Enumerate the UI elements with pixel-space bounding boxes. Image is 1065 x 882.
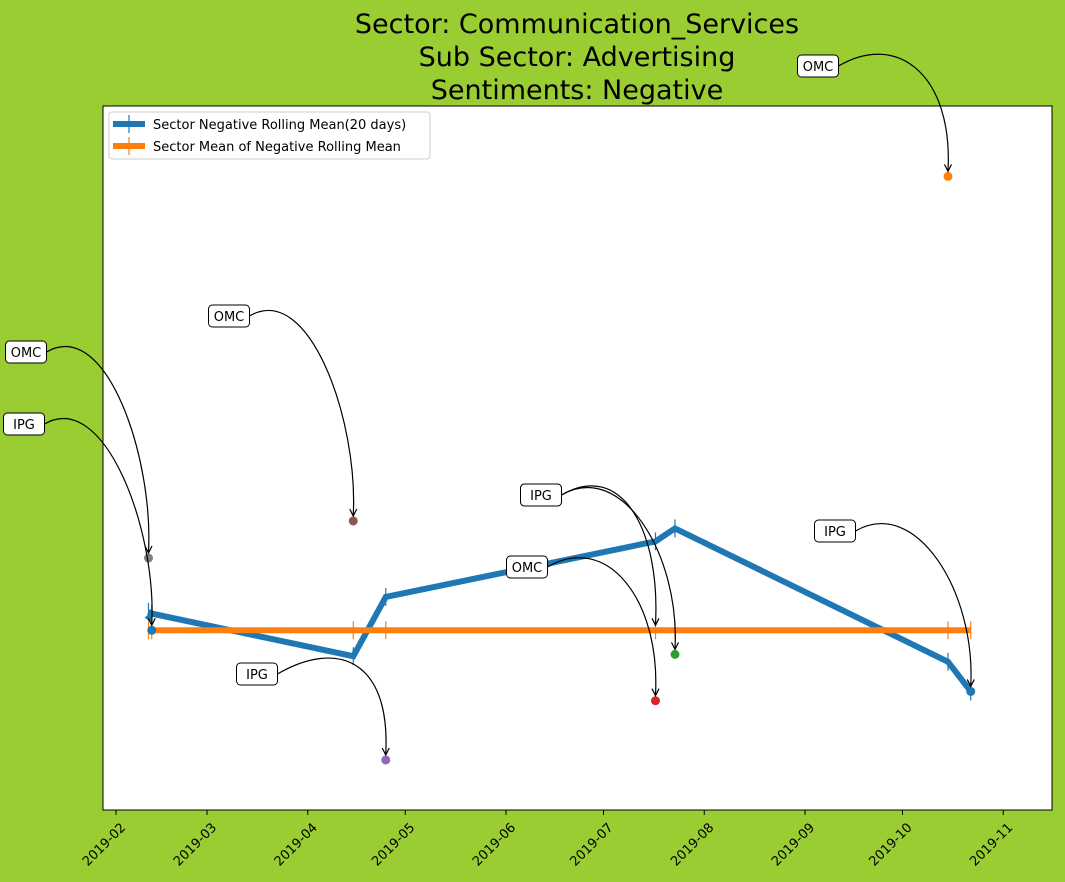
annotation-arrowhead — [670, 642, 680, 651]
legend-label: Sector Mean of Negative Rolling Mean — [153, 140, 401, 155]
annotation-label: OMC — [512, 561, 543, 576]
annotation-label: IPG — [246, 668, 268, 683]
annotation-arrowhead — [651, 618, 660, 627]
annotations-group: IPGOMCOMCIPGOMCIPGOMCIPGIPG — [3, 53, 975, 757]
annotation-arrow — [46, 345, 150, 553]
annotation-arrowhead — [381, 747, 390, 757]
annotation-arrow — [277, 657, 387, 755]
series-start-marker — [144, 611, 152, 622]
data-point-ipg — [147, 625, 157, 635]
annotation-label: IPG — [530, 489, 552, 504]
annotation-box — [208, 304, 250, 328]
annotation-arrowhead — [651, 688, 660, 698]
annotation-box — [236, 662, 278, 686]
points-group — [144, 171, 976, 765]
annotation-label: OMC — [214, 310, 245, 325]
data-point-omc — [144, 553, 153, 563]
plot-area — [102, 105, 1053, 811]
data-point-omc — [943, 171, 953, 181]
chart-title-line: Sub Sector: Advertising — [419, 42, 736, 73]
annotation-arrowhead — [144, 545, 153, 555]
annotation-arrow — [249, 309, 355, 516]
annotation-arrowhead — [943, 164, 953, 173]
annotation-box — [814, 519, 856, 543]
annotation-arrow — [561, 485, 657, 625]
annotation-box — [3, 412, 45, 436]
data-point-ipg — [381, 755, 391, 765]
annotation-label: IPG — [824, 525, 846, 540]
annotation-arrow — [855, 523, 972, 686]
annotation-arrow — [561, 487, 676, 649]
data-point-ipg — [966, 686, 976, 696]
annotation-box — [506, 555, 548, 579]
data-point-omc — [348, 516, 358, 526]
legend-box — [108, 111, 431, 160]
annotation-arrow — [547, 557, 657, 695]
annotation-arrowhead — [147, 618, 156, 627]
annotation-label: IPG — [13, 418, 35, 433]
annotation-box — [5, 340, 47, 364]
annotation-label: OMC — [803, 60, 834, 75]
annotation-box — [520, 483, 562, 507]
annotation-box — [797, 54, 839, 78]
data-point-ipg — [670, 649, 680, 659]
annotation-arrow — [838, 53, 949, 171]
annotation-arrowhead — [349, 508, 358, 518]
annotation-label: OMC — [11, 346, 42, 361]
legend: Sector Negative Rolling Mean(20 days) Sec… — [108, 111, 431, 160]
annotation-arrow — [44, 417, 153, 625]
chart-title-line: Sector: Communication_Services — [355, 9, 799, 40]
chart-title-line: Sentiments: Negative — [431, 75, 723, 106]
data-point-omc — [651, 696, 660, 706]
annotation-arrowhead — [966, 679, 975, 688]
legend-label: Sector Negative Rolling Mean(20 days) — [153, 118, 406, 133]
